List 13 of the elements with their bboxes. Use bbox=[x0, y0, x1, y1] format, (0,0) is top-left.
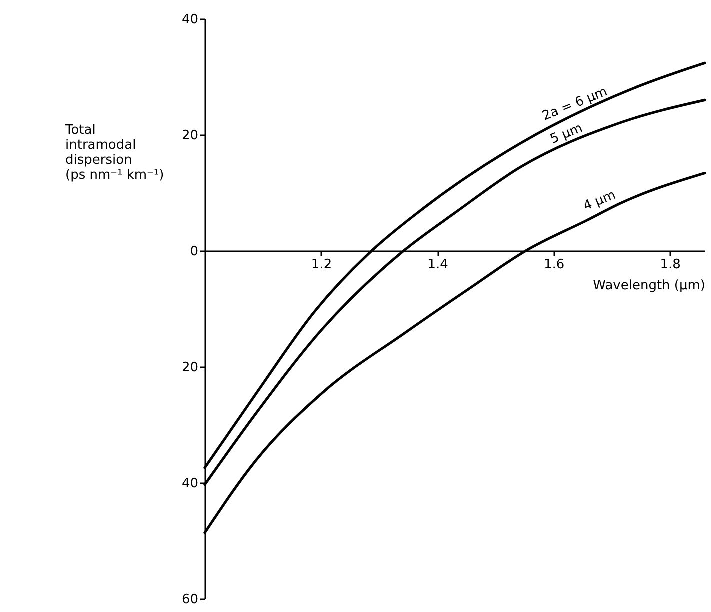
y-tick-label: 0 bbox=[190, 244, 198, 260]
y-tick-label: 20 bbox=[182, 360, 198, 376]
x-axis-title: Wavelength (µm) bbox=[593, 278, 706, 294]
x-tick-label: 1.4 bbox=[428, 258, 448, 272]
y-tick-label: 40 bbox=[182, 476, 198, 492]
y-tick-label: 60 bbox=[182, 592, 198, 608]
x-tick-label: 1.6 bbox=[544, 258, 565, 272]
y-tick-label: 40 bbox=[182, 12, 198, 28]
x-tick-label: 1.2 bbox=[311, 258, 332, 272]
y-tick-label: 20 bbox=[182, 128, 198, 144]
text: 4 µm bbox=[582, 188, 618, 214]
x-tick-label: 1.8 bbox=[660, 258, 681, 272]
y-axis-title: Total intramodal dispersion (ps nm⁻¹ km⁻¹) bbox=[64, 122, 164, 183]
